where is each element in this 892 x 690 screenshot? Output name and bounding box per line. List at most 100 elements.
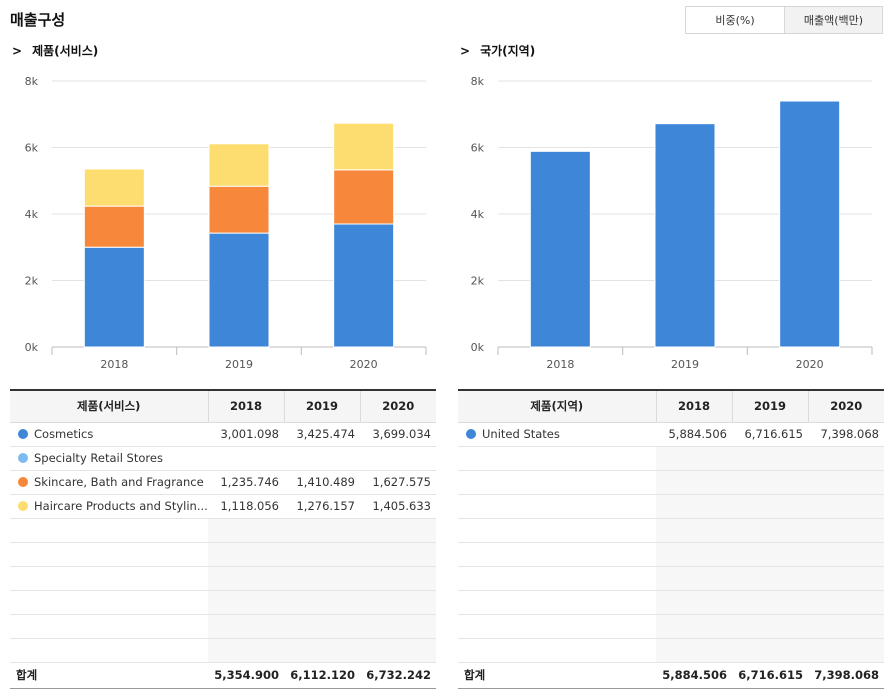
empty-cell [284, 614, 360, 639]
bar-segment [654, 123, 716, 348]
country-section-title: > 국가(지역) [460, 42, 535, 59]
row-name: Skincare, Bath and Fragrance [10, 470, 208, 495]
empty-cell [656, 614, 732, 639]
empty-cell [458, 446, 656, 471]
empty-cell [656, 446, 732, 471]
table-row [458, 470, 884, 495]
product-stacked-bar-chart: 0k 2k 4k 6k 8k 2018 2019 2020 [25, 75, 427, 371]
empty-cell [656, 470, 732, 495]
chevron-right-icon: > [460, 44, 471, 58]
row-label: Cosmetics [34, 427, 94, 441]
bar-segment [83, 246, 145, 348]
empty-cell [732, 542, 808, 567]
empty-cell [656, 590, 732, 615]
empty-cell [732, 494, 808, 519]
bar-segment [333, 223, 395, 348]
total-value: 5,354.900 [208, 661, 284, 689]
column-header-year: 2018 [207, 389, 284, 423]
y-tick-label: 6k [25, 142, 39, 155]
table-row [458, 542, 884, 567]
y-tick-label: 8k [25, 75, 39, 88]
legend-dot-icon [466, 429, 476, 439]
empty-cell [284, 542, 360, 567]
table-row [458, 638, 884, 663]
table-header-row: 제품(지역) 2018 2019 2020 [458, 389, 884, 423]
column-header-year: 2020 [807, 389, 884, 423]
row-value [360, 446, 436, 471]
total-value: 5,884.506 [656, 661, 732, 689]
table-row [458, 590, 884, 615]
row-name: Cosmetics [10, 422, 208, 447]
row-value: 3,425.474 [284, 422, 360, 447]
empty-cell [732, 638, 808, 663]
empty-cell [208, 590, 284, 615]
bar-segment [779, 100, 841, 348]
empty-cell [208, 518, 284, 543]
empty-cell [458, 470, 656, 495]
y-tick-label: 2k [25, 275, 39, 288]
empty-cell [360, 590, 436, 615]
row-value: 1,118.056 [208, 494, 284, 519]
empty-cell [10, 566, 208, 591]
table-row [458, 566, 884, 591]
table-row [10, 590, 436, 615]
row-label: United States [482, 427, 560, 441]
empty-cell [656, 566, 732, 591]
product-section-title: > 제품(서비스) [12, 42, 98, 59]
row-value: 6,716.615 [732, 422, 808, 447]
empty-cell [808, 470, 884, 495]
empty-cell [808, 542, 884, 567]
empty-cell [208, 614, 284, 639]
column-header-year: 2018 [655, 389, 732, 423]
empty-cell [360, 638, 436, 663]
bar-segment [208, 185, 270, 234]
x-tick-label: 2020 [350, 358, 378, 371]
legend-dot-icon [18, 429, 28, 439]
table-row: Haircare Products and Stylin... 1,118.056… [10, 494, 436, 519]
total-row: 합계 5,884.506 6,716.615 7,398.068 [458, 661, 884, 689]
page-title: 매출구성 [10, 11, 66, 29]
empty-cell [458, 614, 656, 639]
row-value: 5,884.506 [656, 422, 732, 447]
bar-segment [83, 168, 145, 207]
empty-cell [284, 590, 360, 615]
column-header-name: 제품(지역) [458, 389, 656, 423]
column-header-year: 2019 [731, 389, 808, 423]
empty-cell [458, 542, 656, 567]
legend-dot-icon [18, 453, 28, 463]
row-value: 1,405.633 [360, 494, 436, 519]
x-tick-label: 2019 [671, 358, 699, 371]
view-toggle: 비중(%) 매출액(백만) [685, 6, 883, 34]
empty-cell [458, 494, 656, 519]
row-value [284, 446, 360, 471]
row-label: Specialty Retail Stores [34, 451, 163, 465]
chevron-right-icon: > [12, 44, 23, 58]
table-row [10, 614, 436, 639]
empty-cell [656, 518, 732, 543]
table-row [10, 542, 436, 567]
empty-cell [808, 518, 884, 543]
empty-cell [732, 446, 808, 471]
y-tick-label: 6k [471, 142, 485, 155]
table-row [10, 518, 436, 543]
row-value: 1,410.489 [284, 470, 360, 495]
bar-segment [333, 122, 395, 171]
empty-cell [284, 566, 360, 591]
column-header-name: 제품(서비스) [10, 389, 208, 423]
total-value: 7,398.068 [808, 661, 884, 689]
row-label: Haircare Products and Stylin... [34, 499, 208, 513]
empty-cell [458, 638, 656, 663]
legend-dot-icon [18, 477, 28, 487]
empty-cell [360, 614, 436, 639]
product-section-label: 제품(서비스) [32, 44, 99, 58]
empty-cell [284, 518, 360, 543]
sales-amount-button[interactable]: 매출액(백만) [784, 7, 882, 33]
table-row [10, 638, 436, 663]
empty-cell [808, 494, 884, 519]
table-row: Cosmetics 3,001.098 3,425.474 3,699.034 [10, 422, 436, 447]
table-row [458, 614, 884, 639]
total-label: 합계 [10, 661, 208, 689]
y-tick-label: 4k [25, 208, 39, 221]
ratio-percent-button[interactable]: 비중(%) [686, 7, 784, 33]
empty-cell [732, 614, 808, 639]
